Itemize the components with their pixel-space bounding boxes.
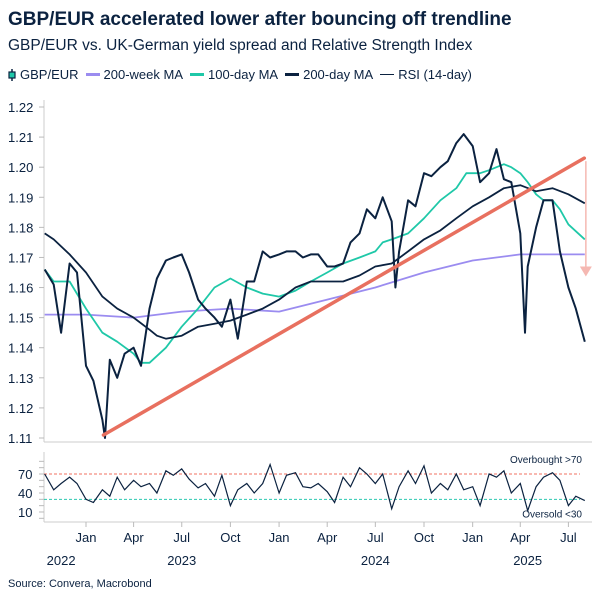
y-tick-label: 1.14 (8, 341, 33, 356)
legend-label: 200-week MA (103, 67, 183, 82)
legend: GBP/EUR 200-week MA 100-day MA 200-day M… (8, 67, 472, 82)
x-tick-label: Apr (510, 530, 531, 545)
legend-label: 200-day MA (303, 67, 374, 82)
legend-item-100-day-ma: 100-day MA (190, 67, 278, 82)
legend-label: 100-day MA (208, 67, 279, 82)
x-year-label: 2022 (47, 553, 76, 568)
y-tick-label: 1.15 (8, 311, 33, 326)
down-arrow-head (579, 266, 592, 277)
rsi-line (44, 462, 586, 513)
gbpeur-line (43, 133, 586, 439)
candlestick-icon (8, 68, 16, 81)
x-tick-label: Apr (317, 530, 338, 545)
chart-subtitle: GBP/EUR vs. UK-German yield spread and R… (8, 37, 473, 54)
x-tick-label: Apr (123, 530, 144, 545)
oversold-label: Oversold <30 (522, 509, 582, 520)
rsi-tick-label: 40 (18, 486, 32, 501)
legend-swatch (380, 74, 395, 75)
rsi-tick-label: 10 (18, 505, 32, 520)
y-tick-label: 1.12 (8, 401, 33, 416)
overbought-label: Overbought >70 (510, 455, 582, 466)
legend-swatch (285, 73, 300, 76)
legend-swatch (85, 73, 100, 76)
legend-item-200-week-ma: 200-week MA (85, 67, 183, 82)
y-tick-label: 1.16 (8, 281, 33, 296)
y-tick-label: 1.19 (8, 190, 33, 205)
legend-label: RSI (14-day) (398, 67, 472, 82)
legend-label: GBP/EUR (20, 67, 79, 82)
y-tick-label: 1.22 (8, 100, 33, 115)
x-year-label: 2025 (513, 553, 542, 568)
source-note: Source: Convera, Macrobond (8, 578, 152, 590)
x-year-label: 2023 (167, 553, 196, 568)
x-tick-label: Oct (414, 530, 435, 545)
y-tick-label: 1.13 (8, 371, 33, 386)
y-tick-label: 1.18 (8, 220, 33, 235)
x-tick-label: Jul (560, 530, 577, 545)
x-tick-label: Jan (76, 530, 97, 545)
y-tick-label: 1.20 (8, 160, 33, 175)
y-tick-label: 1.21 (8, 130, 33, 145)
x-year-label: 2024 (361, 553, 390, 568)
legend-item-rsi: RSI (14-day) (380, 67, 472, 82)
ma-200-week-line (44, 253, 585, 319)
ma-100-day-line (43, 163, 586, 364)
x-tick-label: Jul (367, 530, 384, 545)
x-tick-label: Jul (173, 530, 190, 545)
trendline (101, 156, 587, 437)
ma-200-day-line (44, 184, 586, 340)
legend-item-gbpeur: GBP/EUR (8, 67, 79, 82)
x-tick-label: Jan (269, 530, 290, 545)
rsi-tick-label: 70 (18, 467, 32, 482)
x-tick-label: Jan (462, 530, 483, 545)
chart-title: GBP/EUR accelerated lower after bouncing… (8, 9, 512, 30)
y-tick-label: 1.11 (8, 431, 32, 446)
legend-swatch (190, 73, 204, 76)
x-tick-label: Oct (220, 530, 241, 545)
y-tick-label: 1.17 (8, 250, 33, 265)
legend-item-200-day-ma: 200-day MA (285, 67, 373, 82)
